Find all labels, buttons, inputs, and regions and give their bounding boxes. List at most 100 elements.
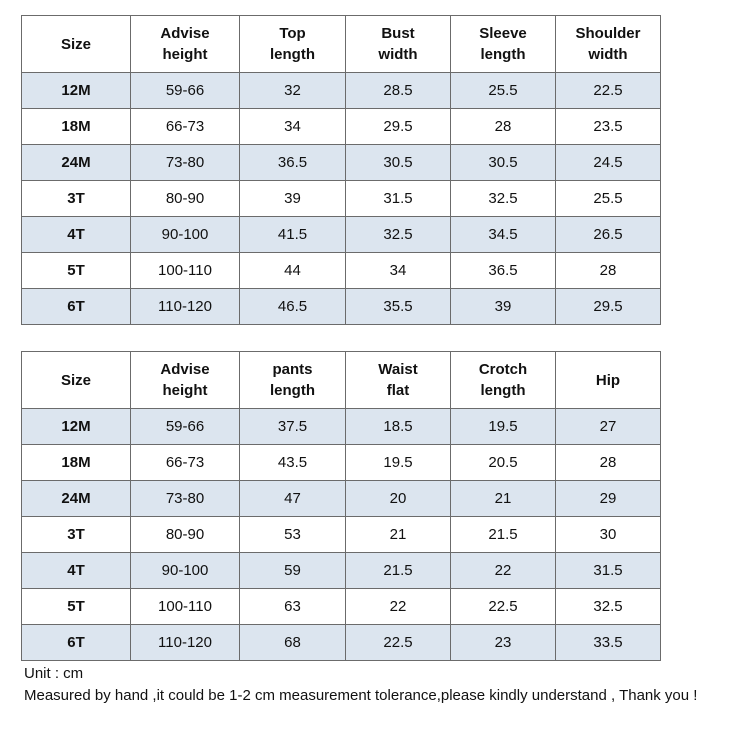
table-cell: 90-100 (130, 552, 240, 589)
table-cell: 41.5 (239, 216, 346, 253)
size-cell: 24M (21, 144, 131, 181)
table-cell: 22.5 (450, 588, 556, 625)
size-cell: 5T (21, 252, 131, 289)
table-cell: 90-100 (130, 216, 240, 253)
table-cell: 34.5 (450, 216, 556, 253)
table-cell: 23.5 (555, 108, 661, 145)
size-cell: 12M (21, 72, 131, 109)
unit-note: Unit : cm (24, 665, 84, 682)
table-cell: 47 (239, 480, 346, 517)
table-row: 4T 90-100 59 21.5 22 31.5 (21, 552, 661, 589)
column-header: Size (21, 15, 131, 73)
table-row: 6T 110-120 68 22.5 23 33.5 (21, 624, 661, 661)
table-cell: 44 (239, 252, 346, 289)
top-size-table: Size Advise height Top length Bust width Sleeve… (21, 15, 661, 325)
table-cell: 30.5 (345, 144, 451, 181)
size-cell: 5T (21, 588, 131, 625)
table-cell: 68 (239, 624, 346, 661)
table-cell: 59 (239, 552, 346, 589)
header-row: Size Advise height Top length Bust width Sleeve… (21, 15, 661, 73)
column-header: Waist flat (345, 351, 451, 409)
table-cell: 39 (450, 288, 556, 325)
size-cell: 3T (21, 516, 131, 553)
table-row: 18M 66-73 34 29.5 28 23.5 (21, 108, 661, 145)
table-cell: 22 (450, 552, 556, 589)
table-cell: 31.5 (555, 552, 661, 589)
table-cell: 32 (239, 72, 346, 109)
column-header: Bust width (345, 15, 451, 73)
table-row: 6T 110-120 46.5 35.5 39 29.5 (21, 288, 661, 325)
table-cell: 21 (450, 480, 556, 517)
table-cell: 110-120 (130, 624, 240, 661)
table-row: 12M 59-66 37.5 18.5 19.5 27 (21, 408, 661, 445)
table-cell: 37.5 (239, 408, 346, 445)
table-cell: 66-73 (130, 444, 240, 481)
table-cell: 36.5 (239, 144, 346, 181)
size-cell: 6T (21, 288, 131, 325)
table-cell: 22.5 (555, 72, 661, 109)
top-table-header: Size Advise height Top length Bust width Sleeve… (21, 15, 661, 73)
table-cell: 53 (239, 516, 346, 553)
size-cell: 6T (21, 624, 131, 661)
table-cell: 18.5 (345, 408, 451, 445)
bottom-size-table: Size Advise height pants length Waist flat Crot… (21, 351, 661, 661)
column-header: Crotch length (450, 351, 556, 409)
table-cell: 19.5 (345, 444, 451, 481)
table-cell: 29.5 (345, 108, 451, 145)
table-row: 24M 73-80 47 20 21 29 (21, 480, 661, 517)
table-row: 24M 73-80 36.5 30.5 30.5 24.5 (21, 144, 661, 181)
table-cell: 46.5 (239, 288, 346, 325)
table-cell: 34 (239, 108, 346, 145)
table-row: 3T 80-90 39 31.5 32.5 25.5 (21, 180, 661, 217)
table-cell: 24.5 (555, 144, 661, 181)
table-cell: 39 (239, 180, 346, 217)
table-row: 5T 100-110 63 22 22.5 32.5 (21, 588, 661, 625)
table-cell: 30 (555, 516, 661, 553)
table-cell: 21 (345, 516, 451, 553)
column-header: Hip (555, 351, 661, 409)
table-cell: 73-80 (130, 144, 240, 181)
column-header: Shoulder width (555, 15, 661, 73)
table-cell: 33.5 (555, 624, 661, 661)
table-cell: 28.5 (345, 72, 451, 109)
table-cell: 30.5 (450, 144, 556, 181)
table-row: 12M 59-66 32 28.5 25.5 22.5 (21, 72, 661, 109)
table-cell: 32.5 (345, 216, 451, 253)
table-row: 18M 66-73 43.5 19.5 20.5 28 (21, 444, 661, 481)
table-cell: 31.5 (345, 180, 451, 217)
table-cell: 27 (555, 408, 661, 445)
column-header: pants length (239, 351, 346, 409)
table-cell: 73-80 (130, 480, 240, 517)
table-cell: 36.5 (450, 252, 556, 289)
table-cell: 100-110 (130, 252, 240, 289)
table-cell: 66-73 (130, 108, 240, 145)
table-cell: 29 (555, 480, 661, 517)
table-cell: 29.5 (555, 288, 661, 325)
table-cell: 22 (345, 588, 451, 625)
table-cell: 19.5 (450, 408, 556, 445)
table-cell: 35.5 (345, 288, 451, 325)
bottom-table-body: 12M 59-66 37.5 18.5 19.5 27 18M 66-73 43.5 19.5 20… (21, 408, 661, 661)
table-cell: 28 (555, 252, 661, 289)
column-header: Advise height (130, 351, 240, 409)
column-header: Advise height (130, 15, 240, 73)
table-cell: 59-66 (130, 408, 240, 445)
table-cell: 80-90 (130, 180, 240, 217)
table-cell: 20 (345, 480, 451, 517)
table-cell: 21.5 (345, 552, 451, 589)
header-row: Size Advise height pants length Waist flat Crot… (21, 351, 661, 409)
table-cell: 32.5 (555, 588, 661, 625)
table-cell: 20.5 (450, 444, 556, 481)
table-row: 4T 90-100 41.5 32.5 34.5 26.5 (21, 216, 661, 253)
table-cell: 25.5 (450, 72, 556, 109)
size-cell: 4T (21, 216, 131, 253)
bottom-table-header: Size Advise height pants length Waist flat Crot… (21, 351, 661, 409)
table-cell: 43.5 (239, 444, 346, 481)
table-cell: 23 (450, 624, 556, 661)
table-cell: 63 (239, 588, 346, 625)
size-cell: 12M (21, 408, 131, 445)
column-header: Size (21, 351, 131, 409)
table-cell: 59-66 (130, 72, 240, 109)
column-header: Top length (239, 15, 346, 73)
table-row: 3T 80-90 53 21 21.5 30 (21, 516, 661, 553)
